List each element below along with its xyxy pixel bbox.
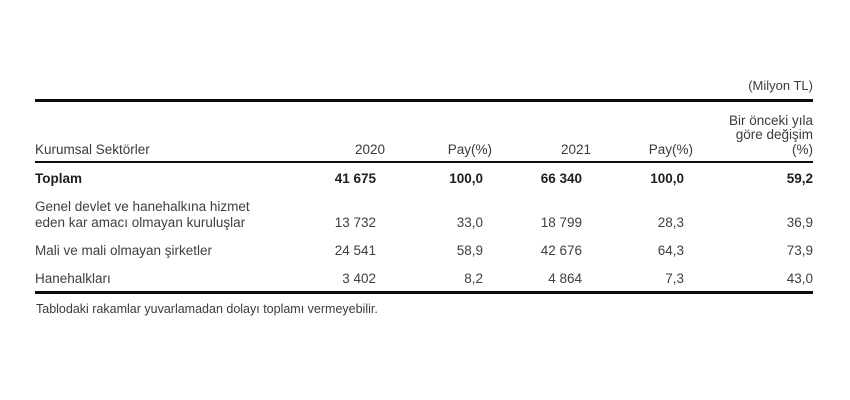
column-header-pay-2020: Pay(%) (385, 100, 492, 163)
row-label: Hanehalkları (35, 271, 111, 286)
column-header-change: Bir önceki yıla göre değişim (%) (693, 100, 813, 163)
share-2021: 7,3 (665, 271, 684, 286)
sector-accounts-table: Kurumsal Sektörler 2020 Pay(%) 2021 Pay(… (35, 99, 813, 294)
column-header-pay-2021: Pay(%) (591, 100, 693, 163)
unit-label: (Milyon TL) (748, 78, 813, 93)
row-label-line2: eden kar amacı olmayan kuruluşlar (35, 215, 246, 230)
change-percent: 36,9 (786, 215, 813, 230)
value-2021: 18 799 (540, 215, 582, 230)
column-header-change-line3: (%) (792, 141, 813, 157)
share-2020: 100,0 (449, 171, 483, 186)
row-label-line1: Genel devlet ve hanehalkına hizmet (35, 199, 250, 214)
table-row-total: Toplam 41 675 100,0 66 340 100,0 59,2 (35, 162, 813, 191)
table-row-corporations: Mali ve mali olmayan şirketler 24 541 58… (35, 235, 813, 263)
share-2020: 58,9 (456, 243, 483, 258)
value-2021: 66 340 (540, 171, 582, 186)
row-label: Toplam (35, 171, 82, 186)
share-2021: 100,0 (650, 171, 684, 186)
column-header-change-line1: Bir önceki yıla (728, 112, 813, 128)
column-header-sector: Kurumsal Sektörler (35, 100, 285, 163)
table-row-households: Hanehalkları 3 402 8,2 4 864 7,3 43,0 (35, 263, 813, 293)
value-2021: 42 676 (540, 243, 582, 258)
row-label: Mali ve mali olmayan şirketler (35, 243, 213, 258)
row-label: Genel devlet ve hanehalkına hizmet eden … (35, 191, 285, 235)
change-percent: 59,2 (786, 171, 813, 186)
value-2021: 4 864 (548, 271, 582, 286)
change-percent: 73,9 (786, 243, 813, 258)
value-2020: 3 402 (342, 271, 376, 286)
value-2020: 24 541 (334, 243, 376, 258)
change-percent: 43,0 (786, 271, 813, 286)
share-2020: 33,0 (456, 215, 483, 230)
table-footnote: Tablodaki rakamlar yuvarlamadan dolayı t… (36, 302, 378, 316)
value-2020: 41 675 (334, 171, 376, 186)
share-2021: 64,3 (657, 243, 684, 258)
header-row: Kurumsal Sektörler 2020 Pay(%) 2021 Pay(… (35, 100, 813, 163)
share-2021: 28,3 (657, 215, 684, 230)
share-2020: 8,2 (464, 271, 483, 286)
table-row-government-npish: Genel devlet ve hanehalkına hizmet eden … (35, 191, 813, 235)
column-header-2020: 2020 (285, 100, 385, 163)
value-2020: 13 732 (334, 215, 376, 230)
column-header-2021: 2021 (492, 100, 591, 163)
column-header-change-line2: göre değişim (735, 127, 813, 142)
